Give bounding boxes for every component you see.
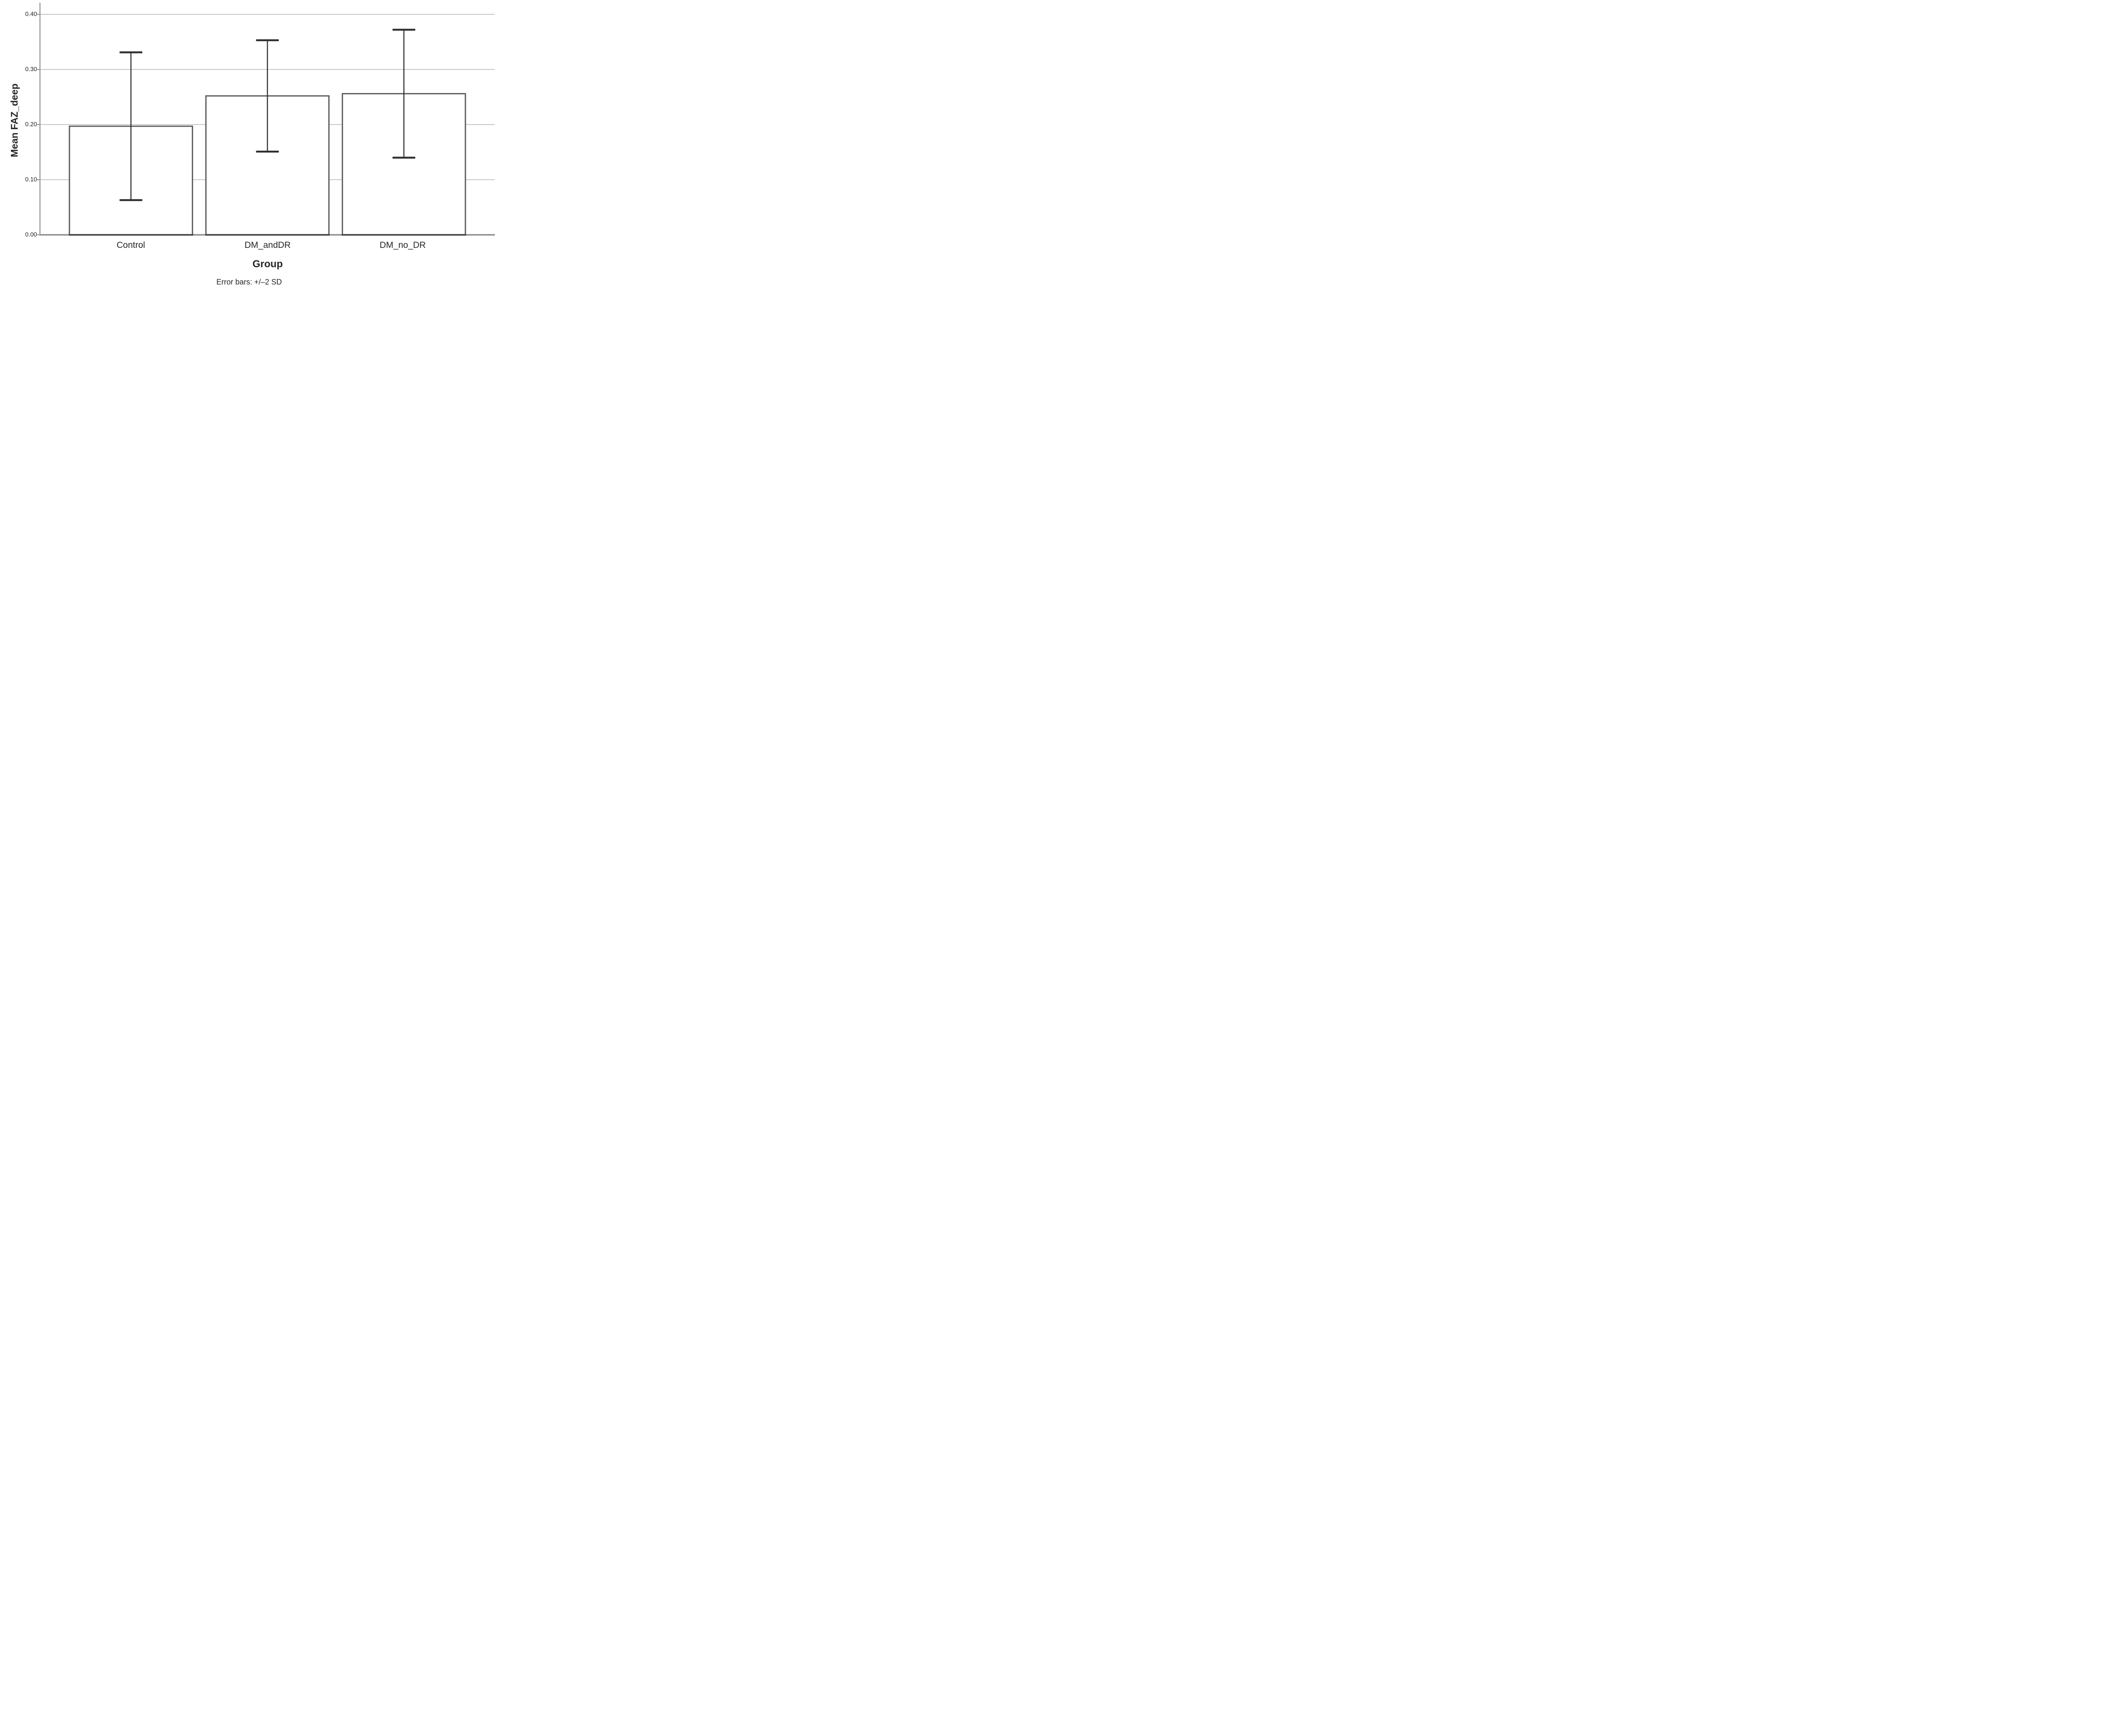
x-axis-title: Group — [252, 258, 283, 270]
bar-chart-figure: Mean FAZ_deep 0.00 0.10 0.20 0.30 0.40 C… — [0, 0, 497, 290]
category-label-dm-anddr: DM_andDR — [244, 240, 291, 250]
y-axis-title: Mean FAZ_deep — [9, 83, 20, 157]
y-tick-label-0.40: 0.40 — [25, 11, 37, 18]
category-label-dm-no-dr: DM_no_DR — [380, 240, 426, 250]
category-label-control: Control — [117, 240, 145, 250]
y-tick-label-0.30: 0.30 — [25, 66, 37, 73]
y-tick-label-0.20: 0.20 — [25, 121, 37, 128]
plot-canvas — [37, 3, 495, 236]
y-tick-label-0.10: 0.10 — [25, 176, 37, 183]
y-tick-label-0.00: 0.00 — [25, 231, 37, 238]
error-bar-caption: Error bars: +/–2 SD — [216, 278, 282, 286]
